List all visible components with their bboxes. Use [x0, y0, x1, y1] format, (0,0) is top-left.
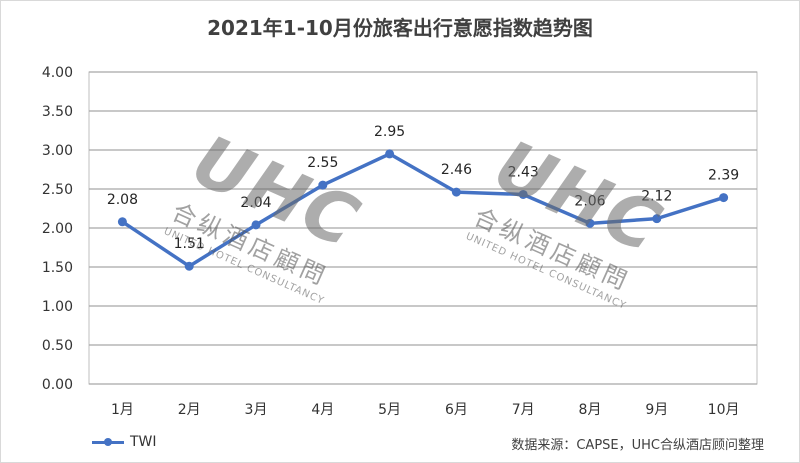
data-point	[184, 261, 194, 271]
y-tick-label: 2.50	[42, 182, 73, 198]
y-tick-label: 4.00	[42, 65, 73, 81]
y-tick-label: 0.50	[42, 338, 73, 354]
legend-label: TWI	[130, 434, 157, 450]
data-label: 2.06	[574, 193, 605, 209]
data-point	[719, 193, 729, 203]
data-point	[451, 187, 461, 197]
x-tick-label: 8月	[579, 402, 602, 418]
y-tick-label: 2.00	[42, 221, 73, 237]
data-point	[518, 189, 528, 199]
x-tick-label: 3月	[245, 402, 268, 418]
y-tick-label: 3.00	[42, 143, 73, 159]
legend: TWI	[92, 432, 157, 452]
data-label: 2.12	[641, 189, 672, 205]
data-label: 2.95	[374, 124, 405, 140]
legend-line-icon	[92, 437, 124, 446]
x-tick-label: 9月	[645, 402, 668, 418]
data-label: 2.55	[307, 155, 338, 171]
data-point	[318, 180, 328, 190]
x-tick-label: 5月	[378, 402, 401, 418]
x-tick-label: 2月	[178, 402, 201, 418]
data-point	[585, 218, 595, 228]
data-point	[652, 214, 662, 224]
chart-title: 2021年1-10月份旅客出行意愿指数趋势图	[207, 16, 593, 40]
x-tick-label: 4月	[311, 402, 334, 418]
y-tick-label: 1.50	[42, 260, 73, 276]
y-tick-label: 1.00	[42, 299, 73, 315]
x-tick-label: 1月	[111, 402, 134, 418]
x-tick-label: 7月	[512, 402, 535, 418]
data-label: 2.39	[708, 168, 739, 184]
data-point	[117, 217, 127, 227]
data-point	[385, 149, 395, 159]
y-tick-label: 3.50	[42, 104, 73, 120]
data-label: 2.46	[441, 162, 472, 178]
y-tick-label: 0.00	[42, 377, 73, 393]
x-tick-label: 10月	[708, 402, 740, 418]
source-note: 数据来源：CAPSE，UHC合纵酒店顾问整理	[511, 438, 764, 453]
data-label: 1.51	[174, 236, 205, 252]
data-label: 2.43	[508, 164, 539, 180]
data-point	[251, 220, 261, 230]
data-label: 2.08	[107, 192, 138, 208]
data-label: 2.04	[240, 195, 271, 211]
x-tick-label: 6月	[445, 402, 468, 418]
series-line	[121, 152, 725, 268]
